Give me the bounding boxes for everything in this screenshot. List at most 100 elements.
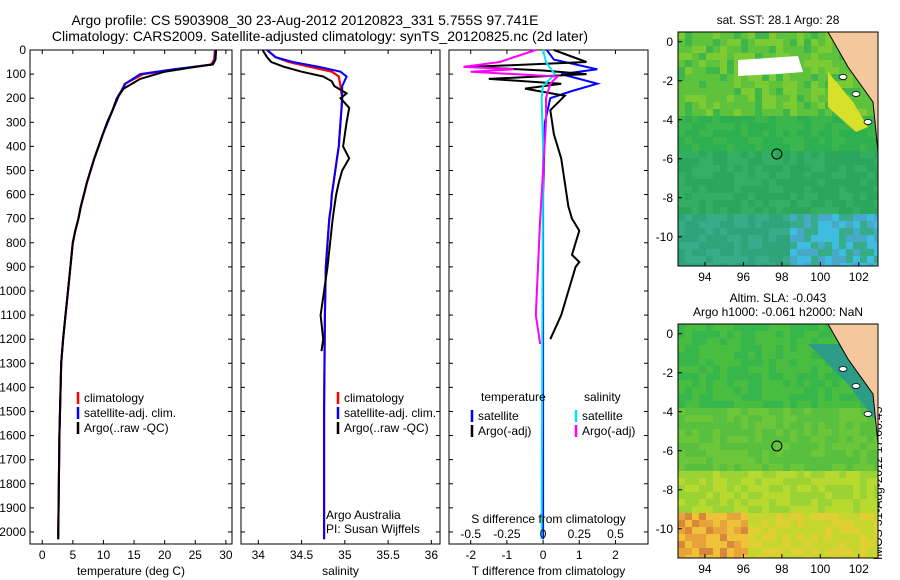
sst-map-cell bbox=[839, 123, 847, 131]
sla-map-cell bbox=[776, 366, 784, 374]
sst-map-cell bbox=[685, 95, 693, 103]
sla-map-cell bbox=[874, 471, 878, 479]
sla-map-cell bbox=[734, 513, 742, 521]
sla-map-cell bbox=[727, 506, 735, 514]
sst-map-cell bbox=[699, 67, 707, 75]
sst-map-cell bbox=[685, 221, 693, 229]
sst-map-cell bbox=[818, 221, 826, 229]
sst-map-cell bbox=[769, 214, 777, 222]
sst-map-cell bbox=[699, 32, 707, 40]
sst-map-cell bbox=[839, 249, 847, 257]
sla-map-cell bbox=[832, 499, 840, 507]
sla-map-cell bbox=[685, 338, 693, 346]
sla-map-cell bbox=[734, 422, 742, 430]
sst-map-cell bbox=[762, 95, 770, 103]
sst-map-cell bbox=[706, 53, 714, 61]
sst-map-cell bbox=[804, 116, 812, 124]
sst-map-cell bbox=[839, 67, 847, 75]
sst-map-cell bbox=[692, 186, 700, 194]
sla-map-cell bbox=[699, 429, 707, 437]
sst-map-cell bbox=[860, 88, 868, 96]
sst-map-cell bbox=[706, 186, 714, 194]
sst-map-island bbox=[879, 138, 887, 143]
sst-map-cell bbox=[818, 144, 826, 152]
sla-map-cell bbox=[741, 429, 749, 437]
sst-map-cell bbox=[790, 144, 798, 152]
sla-map-cell bbox=[734, 324, 742, 332]
sst-map-cell bbox=[720, 172, 728, 180]
sla-map-cell bbox=[846, 394, 854, 402]
sla-map-cell bbox=[853, 506, 861, 514]
sst-map-cell bbox=[692, 60, 700, 68]
sst-map-cell bbox=[727, 221, 735, 229]
sla-map-cell bbox=[741, 492, 749, 500]
sst-map-cell bbox=[762, 102, 770, 110]
sla-map-cell bbox=[783, 345, 791, 353]
sst-map-ytick-label: -10 bbox=[656, 230, 674, 244]
sst-map-cell bbox=[797, 109, 805, 117]
sst-map-cell bbox=[860, 172, 868, 180]
sla-map-cell bbox=[790, 478, 798, 486]
sst-map-cell bbox=[818, 60, 826, 68]
sst-map-cell bbox=[811, 151, 819, 159]
sst-map-cell bbox=[797, 95, 805, 103]
sla-map-cell bbox=[678, 380, 686, 388]
sla-map-cell bbox=[797, 513, 805, 521]
sla-map-cell bbox=[776, 380, 784, 388]
sla-map-cell bbox=[720, 548, 728, 556]
sla-map-cell bbox=[804, 555, 812, 558]
sst-map-cell bbox=[769, 123, 777, 131]
sst-map-cell bbox=[811, 39, 819, 47]
depth-tick-label: 1500 bbox=[0, 404, 26, 418]
sla-map-cell bbox=[839, 541, 847, 549]
sst-map-cell bbox=[713, 256, 721, 264]
sla-map-cell bbox=[699, 415, 707, 423]
sst-map-cell bbox=[748, 130, 756, 138]
sla-map-cell bbox=[685, 352, 693, 360]
sla-map-cell bbox=[699, 457, 707, 465]
sst-map-cell bbox=[825, 39, 833, 47]
sst-map-ytick-label: -4 bbox=[662, 113, 673, 127]
sst-map-cell bbox=[867, 158, 875, 166]
sst-map-cell bbox=[720, 186, 728, 194]
sla-map-cell bbox=[699, 394, 707, 402]
sla-map-cell bbox=[706, 520, 714, 528]
sla-map-cell bbox=[818, 394, 826, 402]
sla-map-cell bbox=[741, 548, 749, 556]
sst-map-axes-frame bbox=[677, 31, 879, 267]
sla-map-cell bbox=[776, 534, 784, 542]
sla-map-cell bbox=[755, 345, 763, 353]
sst-map-cell bbox=[874, 144, 878, 152]
sst-map-cell bbox=[713, 74, 721, 82]
sla-map-cell bbox=[797, 366, 805, 374]
legend-header-salinity: salinity bbox=[584, 390, 621, 404]
sst-map-island bbox=[863, 119, 873, 125]
sst-map-cell bbox=[706, 74, 714, 82]
sst-map-cell bbox=[699, 256, 707, 264]
sla-map-cell bbox=[804, 520, 812, 528]
sst-map-cell bbox=[832, 263, 840, 266]
sst-map-cell bbox=[678, 81, 686, 89]
temperature-xlabel: temperature (deg C) bbox=[77, 564, 185, 578]
sst-map-cell bbox=[874, 151, 878, 159]
difference-xtick-label: 1 bbox=[576, 548, 583, 562]
sst-map-cell bbox=[867, 249, 875, 257]
sla-map-cell bbox=[811, 506, 819, 514]
sst-map-cell bbox=[874, 235, 878, 243]
sst-map-cell bbox=[720, 235, 728, 243]
sst-map-cell bbox=[783, 151, 791, 159]
sst-map-cell bbox=[818, 193, 826, 201]
sla-map-cell bbox=[783, 401, 791, 409]
sst-map-cell bbox=[727, 263, 735, 266]
sst-map-cell bbox=[755, 46, 763, 54]
sla-map-cell bbox=[874, 513, 878, 521]
sst-map-cell bbox=[874, 214, 878, 222]
sla-map-cell bbox=[748, 436, 756, 444]
sla-map-cell bbox=[685, 450, 693, 458]
sla-map-cell bbox=[692, 331, 700, 339]
sst-map-cell bbox=[804, 207, 812, 215]
sst-map-cell bbox=[804, 137, 812, 145]
sla-map-cell bbox=[790, 324, 798, 332]
sla-map-cell bbox=[860, 457, 868, 465]
sla-map-cell bbox=[706, 429, 714, 437]
